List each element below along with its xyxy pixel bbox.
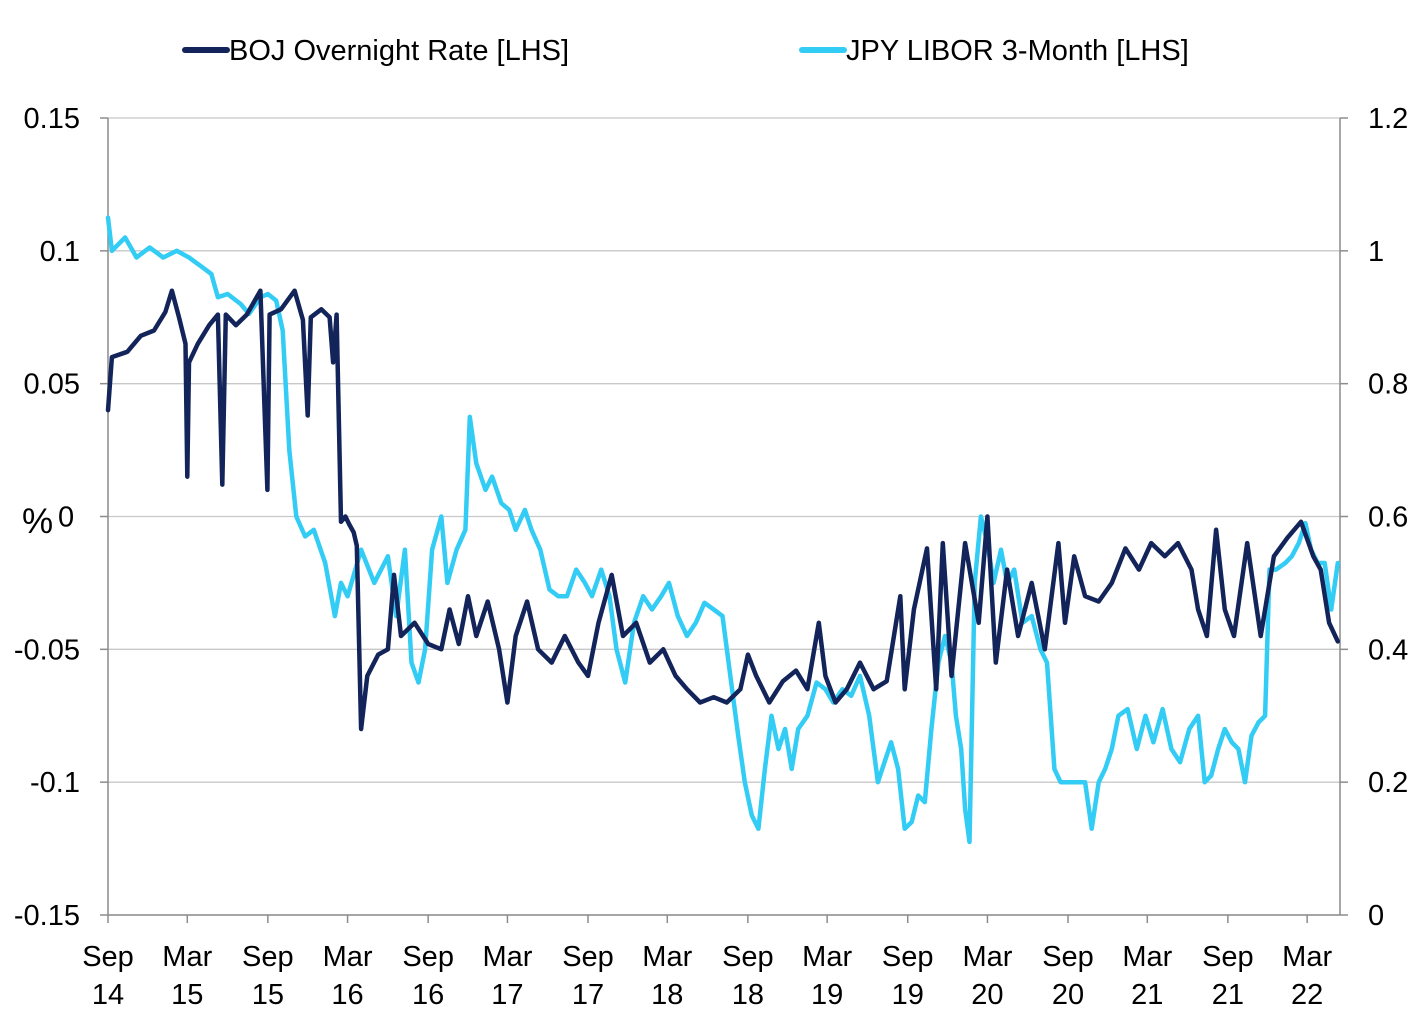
left-tick-label: 0.05 — [24, 369, 80, 401]
x-tick-label: Sep 17 — [562, 941, 614, 1011]
x-tick-label: Mar 15 — [162, 941, 212, 1011]
x-tick-label: Sep 19 — [882, 941, 934, 1011]
left-tick-label: 0.1 — [40, 236, 80, 268]
series-line-0 — [105, 288, 1341, 732]
right-tick-label: 1 — [1368, 236, 1384, 268]
left-tick-label: -0.05 — [14, 634, 80, 666]
right-tick-label: 0 — [1368, 900, 1384, 932]
x-tick-label: Sep 18 — [722, 941, 774, 1011]
x-axis-tick-labels: Sep 14 Mar 15 Sep 15 Mar 16 Sep 16 Mar 17 Sep 17 Mar 18… — [82, 941, 1332, 1011]
x-tick-label: Mar 22 — [1282, 941, 1332, 1011]
x-tick-label: Mar 16 — [323, 941, 373, 1011]
legend-label: JPY LIBOR 3-Month [LHS] — [846, 35, 1189, 67]
series-line-1 — [105, 215, 1341, 845]
x-tick-label: Mar 20 — [962, 941, 1012, 1011]
right-axis-tick-labels: 1.2 1 0.8 0.6 0.4 0.2 0 — [1368, 103, 1408, 932]
legend-label: BOJ Overnight Rate [LHS] — [229, 35, 569, 67]
x-tick-label: Sep 15 — [242, 941, 294, 1011]
series-lines — [105, 215, 1341, 845]
legend: BOJ Overnight Rate [LHS] JPY LIBOR 3-Mont… — [182, 35, 1189, 67]
right-tick-label: 0.4 — [1368, 634, 1408, 666]
left-tick-label: -0.1 — [30, 767, 80, 799]
x-tick-label: Sep 21 — [1202, 941, 1254, 1011]
left-tick-label: 0 — [58, 502, 74, 534]
x-tick-label: Sep 20 — [1042, 941, 1094, 1011]
x-tick-label: Mar 18 — [642, 941, 692, 1011]
x-tick-label: Mar 17 — [482, 941, 532, 1011]
x-tick-label: Mar 19 — [802, 941, 852, 1011]
left-axis-unit-label: % — [22, 502, 53, 541]
left-tick-label: 0.15 — [24, 103, 80, 135]
left-axis-tick-labels: 0.15 0.1 0.05 0 -0.05 -0.1 -0.15 — [14, 103, 80, 932]
right-tick-label: 0.6 — [1368, 502, 1408, 534]
gridlines — [108, 117, 1340, 916]
axes — [100, 117, 1348, 923]
right-tick-label: 0.2 — [1368, 767, 1408, 799]
x-tick-label: Sep 16 — [402, 941, 454, 1011]
right-tick-label: 0.8 — [1368, 369, 1408, 401]
left-tick-label: -0.15 — [14, 900, 80, 932]
x-tick-label: Sep 14 — [82, 941, 134, 1011]
x-tick-label: Mar 21 — [1122, 941, 1172, 1011]
right-tick-label: 1.2 — [1368, 103, 1408, 135]
